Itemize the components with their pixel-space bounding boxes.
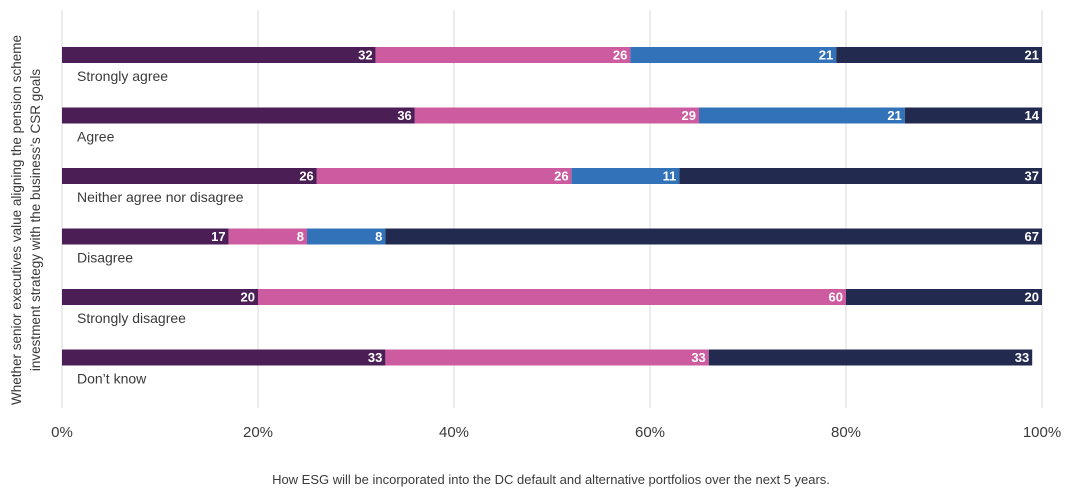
category-label: Neither agree nor disagree <box>77 189 244 205</box>
labels: 32 26 21 21 Strongly agree 36 29 21 14 Agree 26 26 1… <box>77 48 1040 387</box>
bar-segment <box>708 349 1033 366</box>
bar-segment <box>571 168 680 184</box>
bar-segment <box>316 168 572 184</box>
x-tick-label: 40% <box>439 424 469 441</box>
data-label: 21 <box>1025 48 1039 63</box>
axes: Whether senior executives value aligning… <box>9 35 1061 487</box>
data-label: 21 <box>887 108 901 123</box>
category-label: Strongly agree <box>77 68 168 84</box>
data-label: 20 <box>1025 290 1039 305</box>
x-tick-label: 60% <box>635 424 665 441</box>
y-axis-title-line-1: Whether senior executives value aligning… <box>9 35 24 405</box>
data-label: 36 <box>397 108 411 123</box>
data-label: 32 <box>358 48 372 63</box>
data-label: 33 <box>691 350 705 365</box>
bar-segment <box>385 228 1042 245</box>
bar-segment <box>414 107 699 124</box>
bar-segment <box>699 107 905 124</box>
data-label: 26 <box>554 169 568 184</box>
y-axis-title-line-2: investment strategy with the business’s … <box>28 69 43 371</box>
bar-segment <box>62 289 258 305</box>
bar-segment <box>846 289 1042 305</box>
bar-segment <box>62 168 317 184</box>
x-tick-label: 80% <box>831 424 861 441</box>
gridlines <box>61 10 1043 408</box>
data-label: 37 <box>1025 169 1039 184</box>
bar-segment <box>62 47 376 63</box>
bar-segment <box>62 107 415 124</box>
bar-segment <box>375 47 631 63</box>
data-label: 26 <box>299 169 313 184</box>
data-label: 33 <box>368 350 382 365</box>
bar-segment <box>62 228 229 245</box>
bar-segment <box>630 47 837 63</box>
x-tick-label: 0% <box>51 424 73 441</box>
data-label: 8 <box>375 229 382 244</box>
x-tick-label: 20% <box>243 424 273 441</box>
bar-segment <box>679 168 1042 184</box>
bar-segment <box>228 228 307 245</box>
x-axis-title: How ESG will be incorporated into the DC… <box>272 472 830 487</box>
data-label: 20 <box>241 290 255 305</box>
data-label: 11 <box>663 169 677 184</box>
data-label: 26 <box>613 48 627 63</box>
data-label: 29 <box>682 108 696 123</box>
data-label: 67 <box>1025 229 1039 244</box>
data-label: 33 <box>1015 350 1029 365</box>
category-label: Strongly disagree <box>77 310 186 326</box>
bar-segment <box>385 349 709 366</box>
data-label: 21 <box>819 48 833 63</box>
data-label: 8 <box>297 229 304 244</box>
data-label: 17 <box>211 229 225 244</box>
bar-segment <box>62 349 386 366</box>
bar-segment <box>836 47 1042 63</box>
category-label: Disagree <box>77 250 133 266</box>
data-label: 14 <box>1025 108 1040 123</box>
bar-segment <box>307 228 386 245</box>
bars <box>62 47 1042 366</box>
category-label: Don’t know <box>77 371 147 387</box>
x-tick-label: 100% <box>1023 424 1061 441</box>
data-label: 60 <box>829 290 843 305</box>
bar-segment <box>904 107 1042 124</box>
bar-segment <box>258 289 846 305</box>
category-label: Agree <box>77 129 115 145</box>
